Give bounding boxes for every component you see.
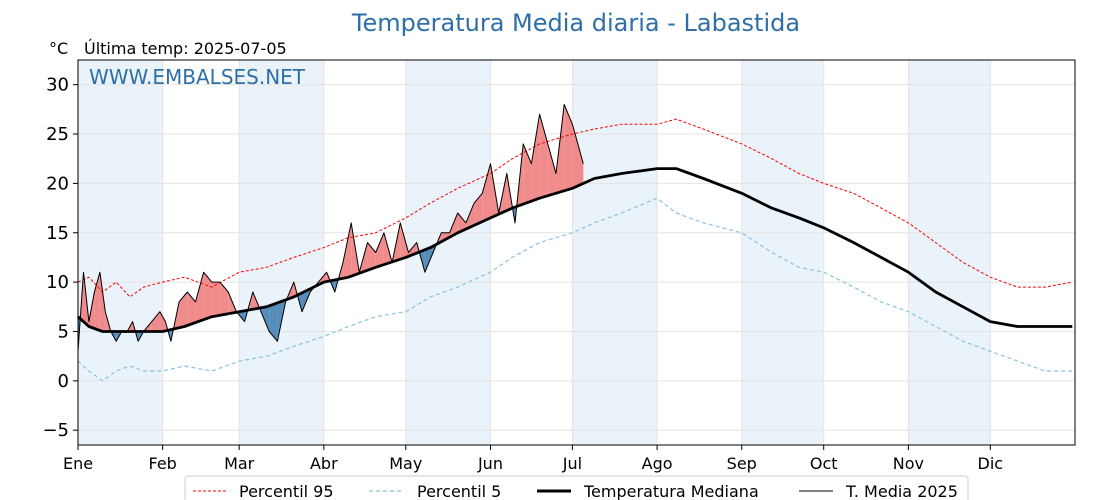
above-median-fill	[195, 272, 204, 323]
above-median-fill	[151, 311, 160, 332]
below-median-fill	[261, 305, 270, 332]
x-tick-label: Mar	[224, 454, 255, 473]
last-temp-label: Última temp: 2025-07-05	[84, 39, 287, 58]
current-year-line	[77, 103, 584, 352]
legend-label-median: Temperatura Mediana	[583, 482, 759, 500]
above-median-fill	[572, 124, 584, 189]
above-median-fill	[211, 282, 221, 317]
legend-label-current: T. Media 2025	[845, 482, 958, 500]
above-median-fill	[367, 242, 376, 271]
above-median-fill	[564, 104, 573, 191]
x-tick-label: May	[389, 454, 422, 473]
y-tick-label: 10	[46, 272, 69, 293]
month-band	[239, 60, 324, 445]
y-tick-label: 15	[46, 223, 69, 244]
unit-label: °C	[49, 39, 68, 58]
above-median-fill	[179, 291, 188, 328]
y-axis: −5 0 5 10 15 20 25 30	[42, 75, 78, 441]
above-median-fill	[482, 163, 491, 222]
x-tick-label: Ene	[63, 454, 93, 473]
y-tick-label: 5	[58, 321, 69, 342]
y-tick-label: 0	[58, 371, 69, 392]
watermark: WWW.EMBALSES.NET	[89, 65, 306, 89]
x-tick-label: Nov	[893, 454, 924, 473]
legend: Percentil 95 Percentil 5 Temperatura Med…	[184, 475, 969, 500]
legend-label-p95: Percentil 95	[239, 482, 334, 500]
above-median-fill	[539, 114, 548, 199]
x-tick-label: Abr	[310, 454, 338, 473]
above-median-fill	[556, 104, 565, 194]
plot-frame	[77, 59, 1076, 446]
x-tick-label: Ago	[642, 454, 673, 473]
above-median-fill	[375, 232, 384, 268]
month-band	[78, 60, 163, 445]
above-median-fill	[457, 213, 466, 233]
x-tick-label: Jul	[562, 454, 582, 473]
legend-box	[184, 475, 969, 500]
x-axis: Ene Feb Mar Abr May Jun Jul Ago Sep Oct Nov Dic	[63, 445, 1003, 473]
y-tick-label: 20	[46, 173, 69, 194]
above-median-fill	[159, 311, 166, 332]
chart-title: Temperatura Media diaria - Labastida	[351, 9, 800, 37]
above-median-fill	[94, 272, 100, 331]
y-tick-label: 30	[46, 75, 69, 96]
x-tick-label: Jun	[477, 454, 503, 473]
below-median-fill	[424, 246, 434, 273]
p5-line	[77, 197, 1073, 382]
above-median-fill	[203, 272, 212, 320]
above-median-fill	[187, 291, 196, 326]
month-bands	[78, 60, 991, 445]
above-median-fill	[99, 272, 106, 332]
series-lines	[77, 103, 1073, 382]
legend-label-p5: Percentil 5	[417, 482, 501, 500]
month-band	[572, 60, 658, 445]
x-tick-label: Dic	[978, 454, 1004, 473]
month-band	[741, 60, 824, 445]
x-tick-label: Oct	[810, 454, 838, 473]
above-median-fill	[547, 143, 557, 196]
x-tick-label: Sep	[727, 454, 757, 473]
above-median-fill	[531, 114, 540, 202]
x-tick-label: Feb	[149, 454, 177, 473]
above-median-fill	[342, 222, 352, 279]
below-median-fill	[269, 302, 278, 342]
y-tick-label: −5	[42, 420, 69, 441]
above-median-fill	[465, 203, 475, 230]
y-tick-label: 25	[46, 124, 69, 145]
above-median-fill	[220, 282, 229, 316]
